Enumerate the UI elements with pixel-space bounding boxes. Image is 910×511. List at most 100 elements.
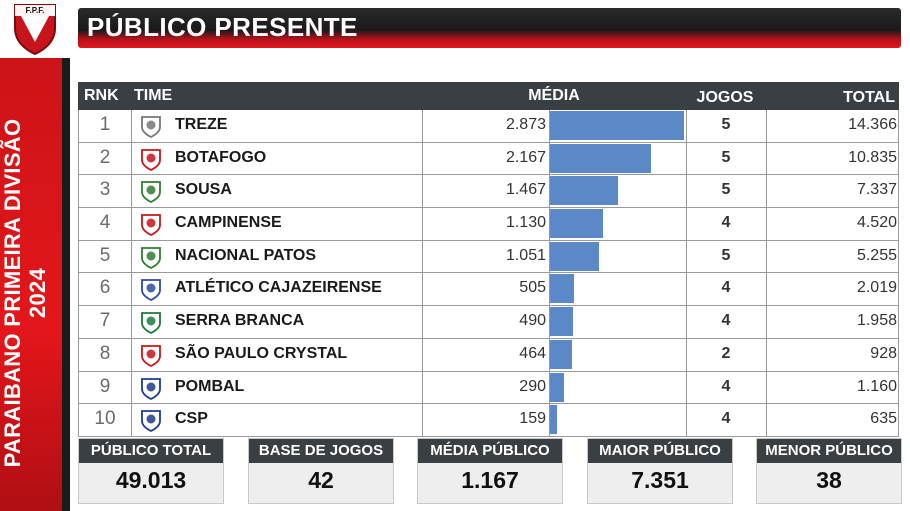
team-name: TREZE xyxy=(175,116,228,133)
stat-value: 49.013 xyxy=(115,467,187,493)
total-value: 14.366 xyxy=(848,116,897,133)
column-divider xyxy=(422,371,423,404)
column-divider xyxy=(131,208,132,240)
media-bar xyxy=(550,143,651,173)
stat-media-publico: MÉDIA PÚBLICO 1.167 xyxy=(417,438,563,504)
total-value: 7.337 xyxy=(856,181,897,199)
column-divider xyxy=(549,404,550,436)
column-divider xyxy=(131,142,132,175)
page-header: PÚBLICO PRESENTE xyxy=(78,8,901,48)
column-divider xyxy=(686,240,687,273)
column-divider xyxy=(549,371,550,404)
column-divider xyxy=(686,273,687,306)
stat-value: 7.351 xyxy=(631,467,689,493)
media-value: 1.051 xyxy=(505,246,546,264)
column-divider xyxy=(766,110,767,142)
rank-cell: 4 xyxy=(99,212,111,234)
media-value: 2.873 xyxy=(505,116,546,133)
column-divider xyxy=(686,110,687,142)
rank-cell: 1 xyxy=(99,114,111,135)
column-divider xyxy=(131,371,132,404)
column-divider xyxy=(686,208,687,240)
column-divider xyxy=(131,273,132,306)
team-name: CSP xyxy=(175,410,208,428)
column-divider xyxy=(549,306,550,338)
column-divider xyxy=(422,142,423,175)
rank-cell: 9 xyxy=(99,375,111,397)
table-row: 7 SERRA BRANCA 490 4 1.958 xyxy=(79,306,898,339)
team-name: BOTAFOGO xyxy=(175,148,267,166)
jogos-value: 4 xyxy=(721,410,731,428)
table-body: 1 TREZE 2.873 5 14.366 2 BOTAFOGO 2.167 5 10.83… xyxy=(78,110,899,437)
column-divider xyxy=(422,306,423,338)
team-name: SOUSA xyxy=(175,181,232,199)
column-divider xyxy=(766,338,767,371)
column-divider xyxy=(766,404,767,436)
media-bar xyxy=(550,111,684,140)
table-row: 10 CSP 159 4 635 xyxy=(79,404,898,437)
nacional-patos-crest-icon xyxy=(141,246,161,269)
total-value: 1.160 xyxy=(856,377,897,395)
column-divider xyxy=(686,404,687,436)
stat-label: MÉDIA PÚBLICO xyxy=(418,439,562,463)
stat-value: 1.167 xyxy=(461,467,519,493)
table-row: 8 SÃO PAULO CRYSTAL 464 2 928 xyxy=(79,338,898,372)
column-divider xyxy=(549,208,550,240)
column-divider xyxy=(766,273,767,306)
media-bar xyxy=(550,307,573,337)
treze-crest-icon xyxy=(141,116,161,138)
column-divider xyxy=(549,110,550,142)
competition-title: PARAIBANO PRIMEIRA DIVISÃO 2024 xyxy=(0,75,60,511)
total-value: 635 xyxy=(870,410,897,428)
media-value: 290 xyxy=(519,377,546,395)
rank-cell: 5 xyxy=(99,244,111,266)
jogos-value: 4 xyxy=(721,279,731,297)
table-row: 9 POMBAL 290 4 1.160 xyxy=(79,371,898,405)
col-team-header: TIME xyxy=(134,87,173,104)
jogos-value: 5 xyxy=(721,148,731,166)
media-value: 505 xyxy=(519,279,546,297)
media-bar xyxy=(550,274,574,304)
rank-cell: 3 xyxy=(99,179,111,201)
column-divider xyxy=(686,175,687,208)
media-value: 1.467 xyxy=(505,181,546,199)
team-name: SERRA BRANCA xyxy=(175,312,305,330)
botafogo-crest-icon xyxy=(141,148,161,171)
column-divider xyxy=(131,306,132,338)
jogos-value: 5 xyxy=(721,181,731,199)
media-value: 1.130 xyxy=(505,214,546,232)
sousa-crest-icon xyxy=(141,181,161,204)
column-divider xyxy=(422,240,423,273)
column-divider xyxy=(422,338,423,371)
stat-maior-publico: MAIOR PÚBLICO 7.351 xyxy=(587,438,733,504)
table-row: 5 NACIONAL PATOS 1.051 5 5.255 xyxy=(79,240,898,274)
attendance-table: RNK TIME MÉDIA JOGOS TOTAL 1 TREZE 2.873 5… xyxy=(78,82,899,437)
column-divider xyxy=(549,338,550,371)
media-bar xyxy=(550,241,599,271)
column-divider xyxy=(686,371,687,404)
total-value: 1.958 xyxy=(856,312,897,330)
jogos-value: 5 xyxy=(721,116,731,133)
total-value: 928 xyxy=(870,344,897,362)
col-media-header: MÉDIA xyxy=(528,87,580,104)
media-bar xyxy=(550,209,603,239)
jogos-value: 4 xyxy=(721,214,731,232)
rank-cell: 8 xyxy=(99,342,111,364)
total-value: 4.520 xyxy=(856,214,897,232)
page-title: PÚBLICO PRESENTE xyxy=(87,12,358,42)
stat-menor-publico: MENOR PÚBLICO 38 xyxy=(756,438,902,504)
jogos-value: 4 xyxy=(721,312,731,330)
side-banner-red xyxy=(0,58,62,511)
table-row: 2 BOTAFOGO 2.167 5 10.835 xyxy=(79,142,898,176)
column-divider xyxy=(422,208,423,240)
atletico-cajazeirense-crest-icon xyxy=(141,279,161,302)
total-value: 10.835 xyxy=(848,148,897,166)
column-divider xyxy=(131,175,132,208)
rank-cell: 10 xyxy=(94,408,116,430)
column-divider xyxy=(549,142,550,175)
table-row: 6 ATLÉTICO CAJAZEIRENSE 505 4 2.019 xyxy=(79,273,898,307)
column-divider xyxy=(766,142,767,175)
side-banner: F.P.F. PARAIBANO PRIMEIRA DIVISÃO 2024 xyxy=(0,0,70,511)
fpf-crest-icon: F.P.F. xyxy=(14,4,56,56)
column-divider xyxy=(686,338,687,371)
